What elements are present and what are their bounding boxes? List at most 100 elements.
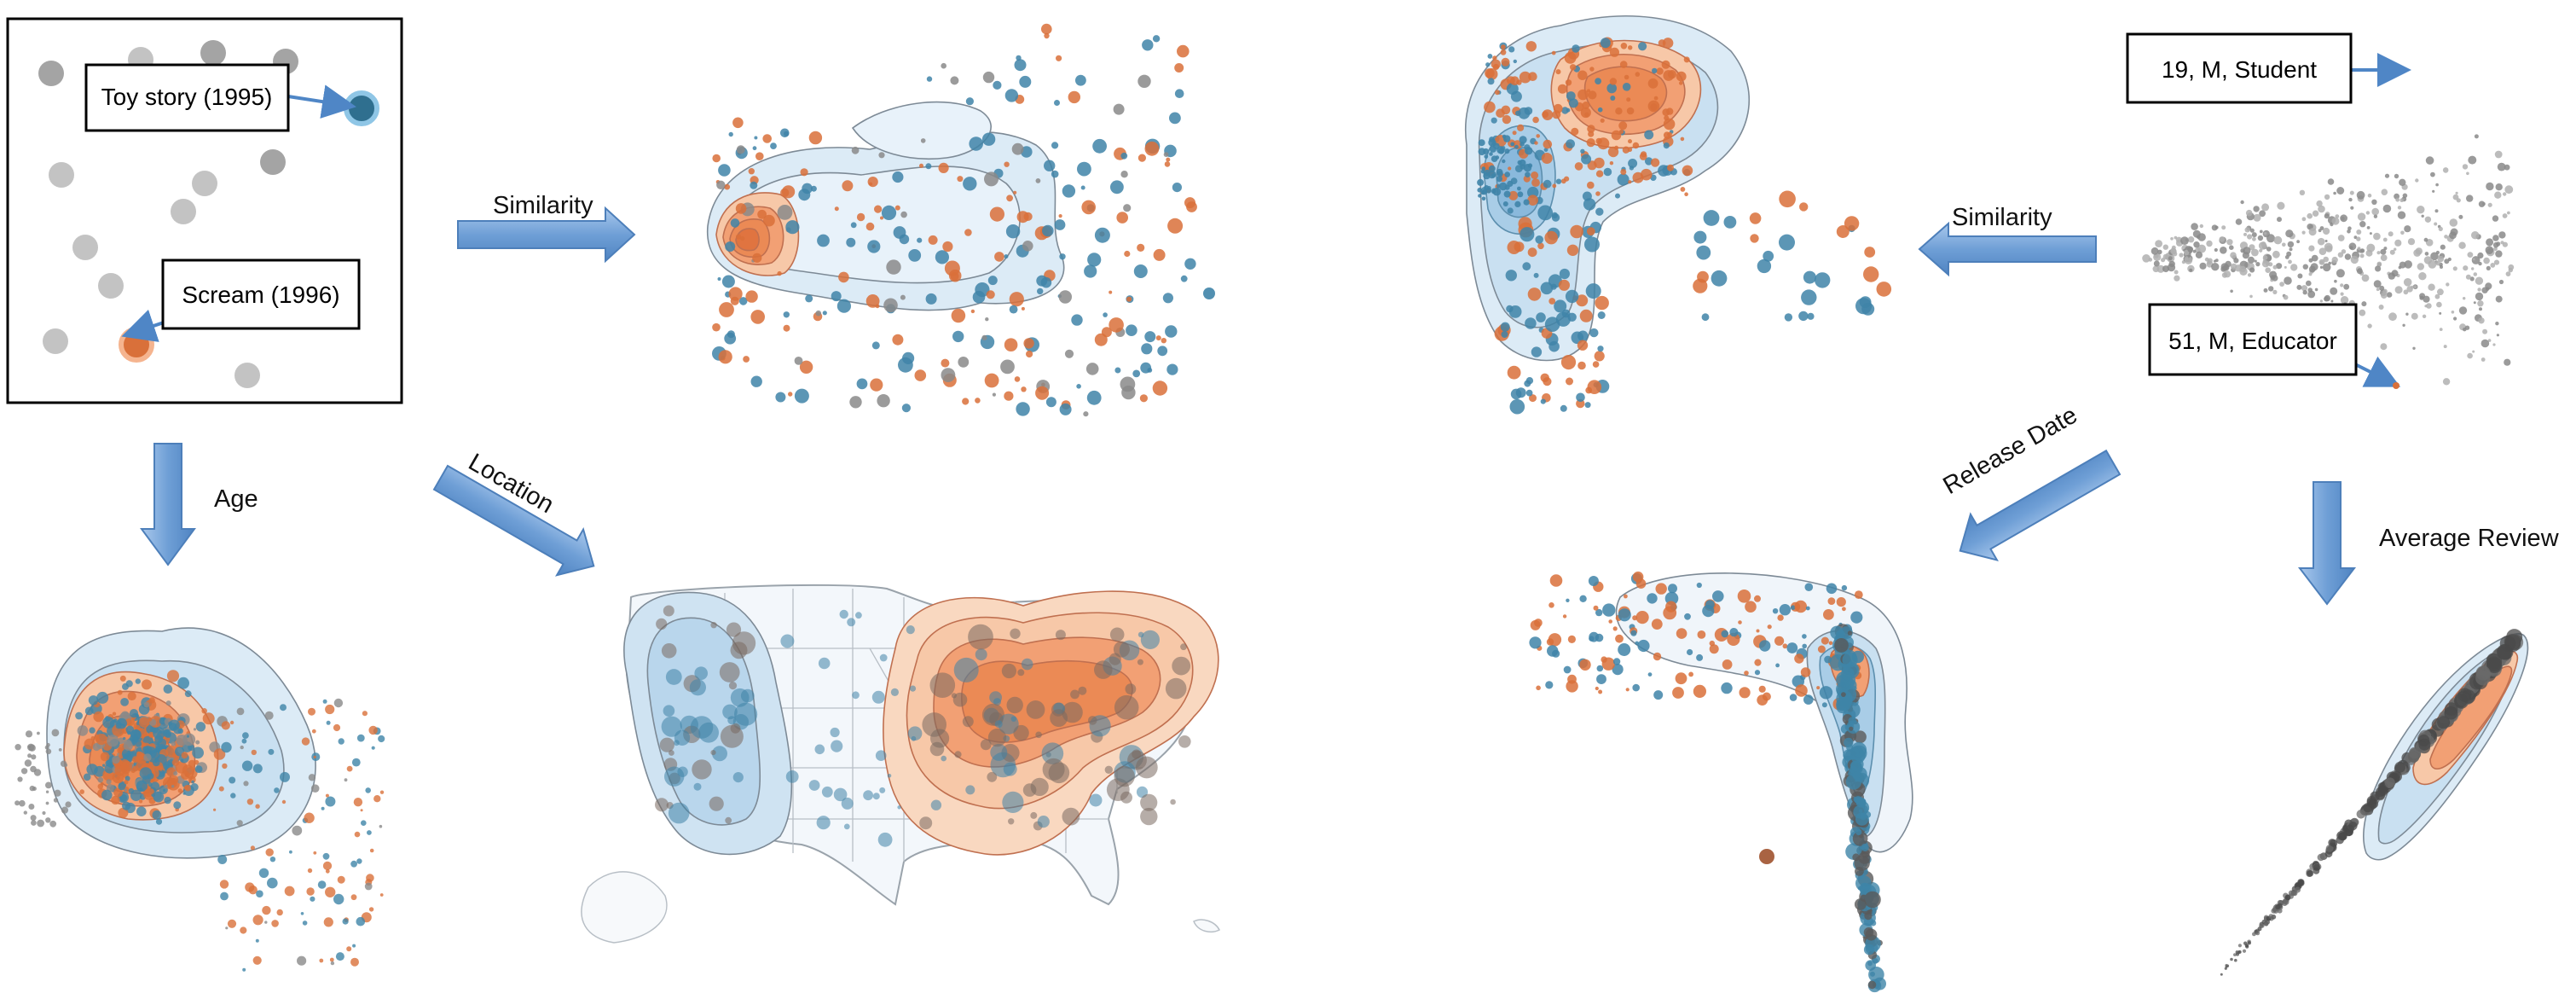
toy-story-dot[interactable] bbox=[344, 90, 379, 126]
movie-dot bbox=[195, 740, 200, 745]
user-dot bbox=[1522, 262, 1531, 271]
user-dot bbox=[1836, 225, 1850, 238]
movie-dot bbox=[1777, 614, 1784, 621]
user-dot bbox=[2468, 155, 2477, 165]
movie-dot bbox=[878, 152, 885, 159]
location-dot bbox=[922, 712, 946, 737]
movie-dot bbox=[307, 868, 313, 874]
user-dot bbox=[2253, 213, 2261, 222]
movie-dot bbox=[1675, 672, 1687, 685]
movie-dot bbox=[1114, 367, 1121, 374]
movie-dot bbox=[255, 938, 259, 943]
movie-dot bbox=[1058, 290, 1073, 304]
user-dot bbox=[1501, 105, 1511, 115]
user-dot bbox=[1750, 234, 1759, 243]
location-dot bbox=[710, 750, 716, 756]
location-dot bbox=[909, 685, 917, 692]
user-dot bbox=[2369, 232, 2372, 235]
user-dot bbox=[2336, 187, 2345, 195]
movie-dot bbox=[750, 310, 765, 324]
movie-dot bbox=[1045, 397, 1056, 408]
movie-dot bbox=[880, 216, 883, 220]
user-dot bbox=[2423, 295, 2430, 303]
user-dot bbox=[1622, 146, 1630, 154]
movie-dot bbox=[269, 857, 276, 863]
user-dot bbox=[1703, 210, 1720, 226]
movie-dot bbox=[356, 916, 366, 926]
movie-dot bbox=[83, 773, 91, 781]
movie-dot bbox=[1834, 638, 1849, 653]
movie-dot bbox=[1705, 600, 1715, 609]
user-dot bbox=[1803, 270, 1816, 284]
movie-dot bbox=[301, 737, 310, 746]
user-dot bbox=[1597, 311, 1606, 319]
user-dot bbox=[2365, 211, 2370, 215]
movie-dot bbox=[1141, 343, 1153, 355]
movie-dot bbox=[117, 689, 123, 695]
user-dot bbox=[2253, 206, 2260, 212]
user-dot bbox=[2498, 231, 2506, 239]
user-dot bbox=[2330, 287, 2338, 295]
user-dot bbox=[2148, 258, 2153, 262]
user-dot bbox=[1626, 107, 1635, 115]
movie-dot bbox=[1041, 23, 1052, 35]
user-dot bbox=[2359, 309, 2366, 317]
user-dot bbox=[1603, 167, 1612, 177]
location-dot bbox=[727, 716, 737, 725]
movie-dot bbox=[330, 961, 335, 966]
user-dot bbox=[2245, 209, 2253, 217]
location-dot bbox=[855, 612, 862, 619]
movie-dot bbox=[1062, 184, 1076, 198]
user-dot bbox=[2272, 289, 2278, 294]
movie-dot bbox=[138, 717, 150, 728]
user-dot bbox=[2191, 223, 2198, 230]
movie-dot bbox=[1836, 597, 1846, 607]
user-dot bbox=[1620, 43, 1628, 49]
movie-dot bbox=[243, 781, 249, 787]
movie-dot bbox=[1709, 644, 1719, 654]
movie-dot bbox=[155, 818, 163, 825]
movie-dot bbox=[157, 770, 165, 777]
movie-dot bbox=[326, 720, 331, 725]
location-dot bbox=[1003, 762, 1017, 776]
movie-dot bbox=[264, 711, 274, 720]
user-dot bbox=[2287, 241, 2295, 248]
movie-dot bbox=[139, 767, 153, 780]
location-dot bbox=[987, 728, 1007, 747]
movie-dot bbox=[107, 735, 119, 747]
user-dot bbox=[2473, 301, 2476, 305]
user-dot bbox=[2477, 300, 2484, 307]
movie-dot bbox=[2245, 944, 2249, 949]
location-dot bbox=[871, 690, 885, 704]
user-dot bbox=[2308, 265, 2316, 273]
user-dot bbox=[1595, 170, 1604, 177]
movie-dot bbox=[218, 786, 224, 792]
user-dot bbox=[2492, 343, 2496, 346]
user-dot bbox=[1583, 198, 1596, 211]
user-dot bbox=[1485, 62, 1491, 67]
movie-dot bbox=[368, 725, 378, 735]
movie-dot bbox=[856, 378, 868, 390]
user-dot bbox=[2284, 255, 2289, 259]
movie-dot bbox=[65, 801, 72, 808]
educator-dot[interactable] bbox=[2393, 382, 2399, 389]
movie-dot bbox=[1819, 686, 1833, 700]
movie-dot bbox=[754, 136, 758, 140]
user-dot bbox=[1597, 137, 1610, 150]
user-dot bbox=[2243, 232, 2247, 236]
movie-dot bbox=[1123, 204, 1132, 212]
scream-dot[interactable] bbox=[119, 327, 154, 363]
movie-dot bbox=[322, 699, 327, 704]
movie-dot bbox=[274, 787, 280, 793]
age-label: Age bbox=[214, 485, 258, 513]
movie-dot bbox=[718, 164, 731, 177]
user-dot bbox=[1548, 340, 1560, 352]
movie-dot bbox=[867, 240, 881, 253]
user-dot bbox=[2272, 264, 2278, 270]
user-dot bbox=[2359, 221, 2366, 228]
movie-dot bbox=[1006, 195, 1013, 202]
user-dot bbox=[2323, 227, 2330, 235]
educator-label: 51, M, Educator bbox=[2168, 328, 2337, 354]
user-dot bbox=[1586, 138, 1595, 148]
movie-dot bbox=[140, 787, 143, 791]
